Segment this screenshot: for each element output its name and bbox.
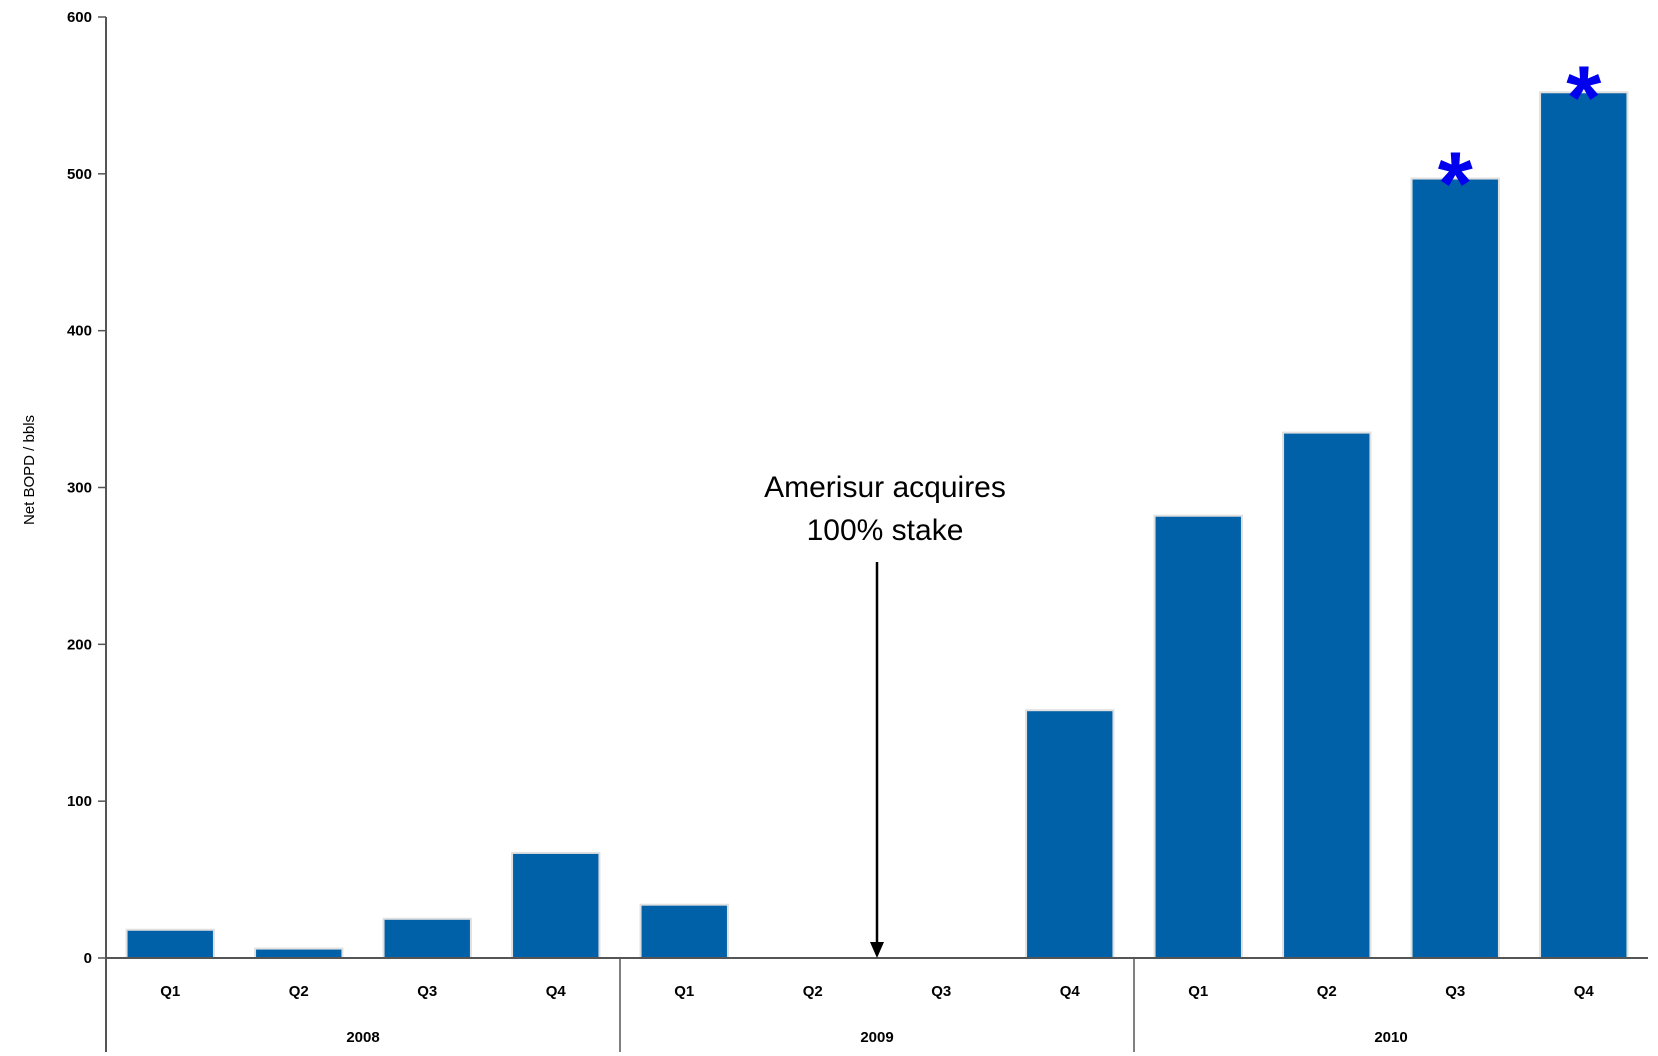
y-tick-label: 200 [67,636,92,653]
x-tick-label: Q2 [1317,983,1337,1000]
bar [1025,709,1115,959]
bar [511,851,601,960]
bar-markers: ** [1438,48,1602,234]
x-tick-label: Q1 [1188,983,1208,1000]
bar [1410,177,1500,959]
x-tick-label: Q1 [674,983,694,1000]
y-tick-label: 600 [67,9,92,26]
y-tick-label: 100 [67,793,92,810]
group-label: 2009 [860,1029,893,1046]
bar [1153,514,1243,959]
y-tick-label: 0 [84,950,92,967]
bar [1539,91,1629,959]
x-tick-label: Q1 [160,983,180,1000]
y-axis-label: Net BOPD / bbls [21,415,38,525]
x-tick-label: Q4 [546,983,567,1000]
x-tick-label: Q3 [931,983,951,1000]
y-tick-label: 500 [67,166,92,183]
arrow-down-icon [870,942,884,958]
bar [254,947,344,960]
asterisk-marker: * [1438,135,1473,235]
annotation-text: Amerisur acquires [764,471,1006,504]
bars [125,91,1629,960]
asterisk-marker: * [1566,48,1601,148]
annotation-text: 100% stake [807,514,964,547]
x-tick-label: Q2 [289,983,309,1000]
y-tick-label: 300 [67,480,92,497]
annotation: Amerisur acquires 100% stake [764,471,1006,958]
bar [639,903,729,960]
bar [1282,431,1372,959]
y-axis: 0 100 200 300 400 500 600 [67,9,107,1052]
group-label: 2008 [346,1029,379,1046]
x-tick-label: Q3 [417,983,437,1000]
bar [125,928,215,960]
x-tick-label: Q4 [1574,983,1595,1000]
x-tick-label: Q2 [803,983,823,1000]
x-tick-label: Q4 [1060,983,1081,1000]
y-tick-label: 400 [67,323,92,340]
group-label: 2010 [1374,1029,1407,1046]
x-axis: Q1 Q2 Q3 Q4 Q1 Q2 Q3 Q4 Q1 Q2 Q3 Q4 2008 2009 2010 [106,957,1648,1052]
x-tick-label: Q3 [1445,983,1465,1000]
bar [382,917,472,960]
